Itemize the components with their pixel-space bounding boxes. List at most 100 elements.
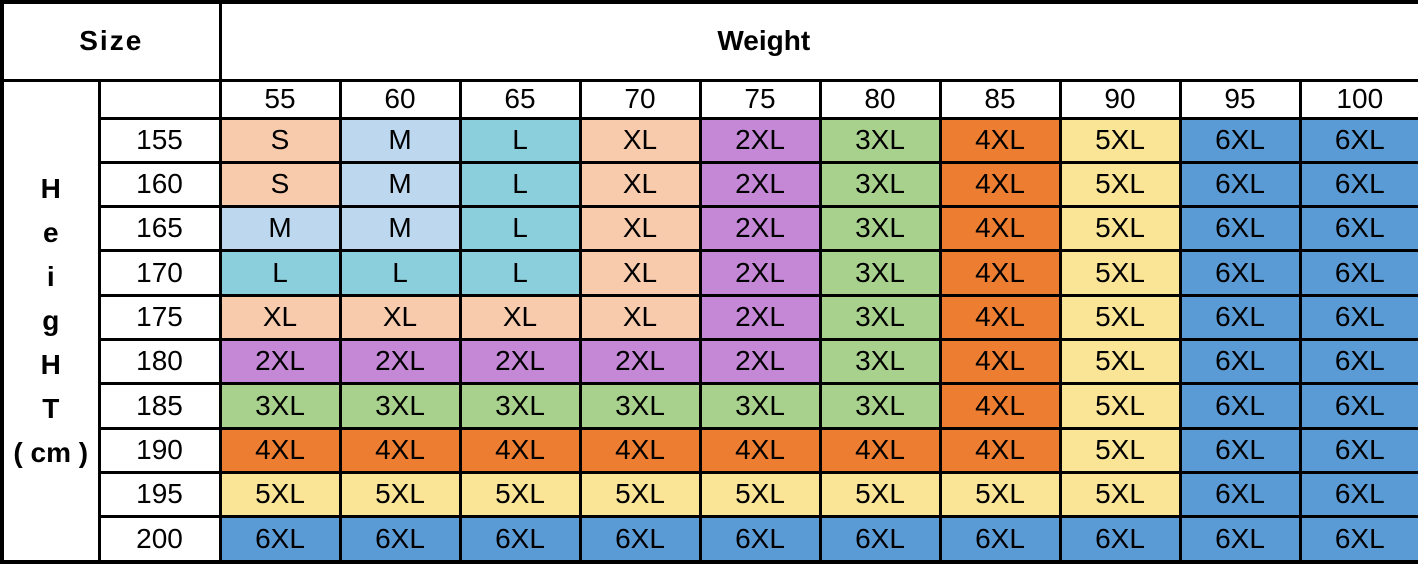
size-cell-h170-w85: 4XL — [938, 249, 1062, 297]
height-axis-letter: g — [42, 304, 60, 336]
height-axis-letter: e — [42, 216, 59, 248]
size-cell-h175-w90: 5XL — [1058, 293, 1182, 342]
size-cell-h155-w85: 4XL — [938, 116, 1062, 164]
weight-header-80: 80 — [818, 78, 942, 120]
size-cell-h165-w100: 6XL — [1298, 205, 1418, 253]
size-cell-h175-w75: 2XL — [698, 293, 822, 342]
height-header-190: 190 — [97, 426, 222, 475]
size-cell-h165-w65: L — [458, 205, 582, 253]
size-cell-h200-w85: 6XL — [938, 515, 1062, 564]
size-cell-h180-w90: 5XL — [1058, 338, 1182, 386]
height-axis-letter: H — [40, 172, 61, 204]
weight-header-75: 75 — [698, 78, 822, 120]
size-cell-h160-w55: S — [218, 160, 342, 209]
size-cell-h195-w55: 5XL — [218, 471, 342, 519]
size-cell-h195-w65: 5XL — [458, 471, 582, 519]
weight-header-85: 85 — [938, 78, 1062, 120]
size-cell-h165-w80: 3XL — [818, 205, 942, 253]
size-cell-h155-w75: 2XL — [698, 116, 822, 164]
size-cell-h180-w95: 6XL — [1178, 338, 1302, 386]
size-cell-h185-w95: 6XL — [1178, 382, 1302, 430]
weight-title-text: Weight — [717, 24, 811, 56]
size-cell-h200-w80: 6XL — [818, 515, 942, 564]
size-cell-h200-w70: 6XL — [578, 515, 702, 564]
size-cell-h185-w70: 3XL — [578, 382, 702, 430]
size-cell-h185-w90: 5XL — [1058, 382, 1182, 430]
size-cell-h180-w55: 2XL — [218, 338, 342, 386]
size-cell-h180-w75: 2XL — [698, 338, 822, 386]
height-axis-letter: i — [46, 260, 55, 292]
size-title: Size — [0, 0, 222, 82]
size-cell-h155-w65: L — [458, 116, 582, 164]
height-row-175: 175 XL XL XL XL 2XL 3XL 4XL 5XL 6XL 6XL — [2, 293, 1418, 342]
size-cell-h175-w55: XL — [218, 293, 342, 342]
size-cell-h175-w80: 3XL — [818, 293, 942, 342]
weight-header-55: 55 — [218, 78, 342, 120]
size-cell-h160-w85: 4XL — [938, 160, 1062, 209]
height-header-180: 180 — [97, 338, 222, 386]
size-cell-h190-w55: 4XL — [218, 426, 342, 475]
height-row-190: 190 4XL 4XL 4XL 4XL 4XL 4XL 4XL 5XL 6XL 6XL — [2, 426, 1418, 475]
size-cell-h155-w80: 3XL — [818, 116, 942, 164]
height-axis-letter: T — [42, 392, 60, 424]
size-cell-h180-w70: 2XL — [578, 338, 702, 386]
weight-header-90: 90 — [1058, 78, 1182, 120]
size-cell-h195-w80: 5XL — [818, 471, 942, 519]
size-cell-h160-w65: L — [458, 160, 582, 209]
size-cell-h180-w100: 6XL — [1298, 338, 1418, 386]
size-cell-h175-w65: XL — [458, 293, 582, 342]
size-cell-h190-w65: 4XL — [458, 426, 582, 475]
height-row-195: 195 5XL 5XL 5XL 5XL 5XL 5XL 5XL 5XL 6XL 6XL — [2, 471, 1418, 519]
size-cell-h185-w100: 6XL — [1298, 382, 1418, 430]
size-cell-h155-w90: 5XL — [1058, 116, 1182, 164]
size-cell-h190-w75: 4XL — [698, 426, 822, 475]
size-cell-h175-w95: 6XL — [1178, 293, 1302, 342]
size-cell-h165-w95: 6XL — [1178, 205, 1302, 253]
height-header-195: 195 — [97, 471, 222, 519]
size-cell-h190-w80: 4XL — [818, 426, 942, 475]
size-cell-h155-w55: S — [218, 116, 342, 164]
size-cell-h195-w85: 5XL — [938, 471, 1062, 519]
weight-header-70: 70 — [578, 78, 702, 120]
size-cell-h175-w60: XL — [338, 293, 462, 342]
weight-header-65: 65 — [458, 78, 582, 120]
size-cell-h195-w70: 5XL — [578, 471, 702, 519]
height-row-185: 185 3XL 3XL 3XL 3XL 3XL 3XL 4XL 5XL 6XL 6XL — [2, 382, 1418, 430]
size-cell-h160-w95: 6XL — [1178, 160, 1302, 209]
height-header-200: 200 — [97, 515, 222, 564]
size-cell-h185-w60: 3XL — [338, 382, 462, 430]
weight-header-95: 95 — [1178, 78, 1302, 120]
size-cell-h170-w65: L — [458, 249, 582, 297]
size-cell-h170-w60: L — [338, 249, 462, 297]
empty-corner-cell — [97, 78, 222, 120]
height-header-155: 155 — [97, 116, 222, 164]
size-cell-h200-w90: 6XL — [1058, 515, 1182, 564]
size-cell-h165-w55: M — [218, 205, 342, 253]
size-cell-h200-w60: 6XL — [338, 515, 462, 564]
height-row-160: 160 S M L XL 2XL 3XL 4XL 5XL 6XL 6XL — [2, 160, 1418, 209]
weight-header-100: 100 — [1298, 78, 1418, 120]
size-cell-h185-w85: 4XL — [938, 382, 1062, 430]
header-row: Size Weight — [0, 0, 1418, 82]
size-cell-h165-w85: 4XL — [938, 205, 1062, 253]
size-cell-h155-w95: 6XL — [1178, 116, 1302, 164]
size-cell-h200-w100: 6XL — [1298, 515, 1418, 564]
size-cell-h165-w70: XL — [578, 205, 702, 253]
size-cell-h190-w90: 5XL — [1058, 426, 1182, 475]
size-cell-h190-w85: 4XL — [938, 426, 1062, 475]
height-header-165: 165 — [97, 205, 222, 253]
height-row-165: 165 M M L XL 2XL 3XL 4XL 5XL 6XL 6XL — [2, 205, 1418, 253]
size-cell-h190-w70: 4XL — [578, 426, 702, 475]
size-cell-h165-w90: 5XL — [1058, 205, 1182, 253]
size-cell-h165-w60: M — [338, 205, 462, 253]
size-cell-h160-w70: XL — [578, 160, 702, 209]
size-cell-h195-w60: 5XL — [338, 471, 462, 519]
height-row-155: 155 S M L XL 2XL 3XL 4XL 5XL 6XL 6XL — [2, 116, 1418, 164]
size-cell-h170-w95: 6XL — [1178, 249, 1302, 297]
height-header-175: 175 — [97, 293, 222, 342]
weight-title: Weight — [218, 0, 1418, 82]
size-cell-h185-w65: 3XL — [458, 382, 582, 430]
